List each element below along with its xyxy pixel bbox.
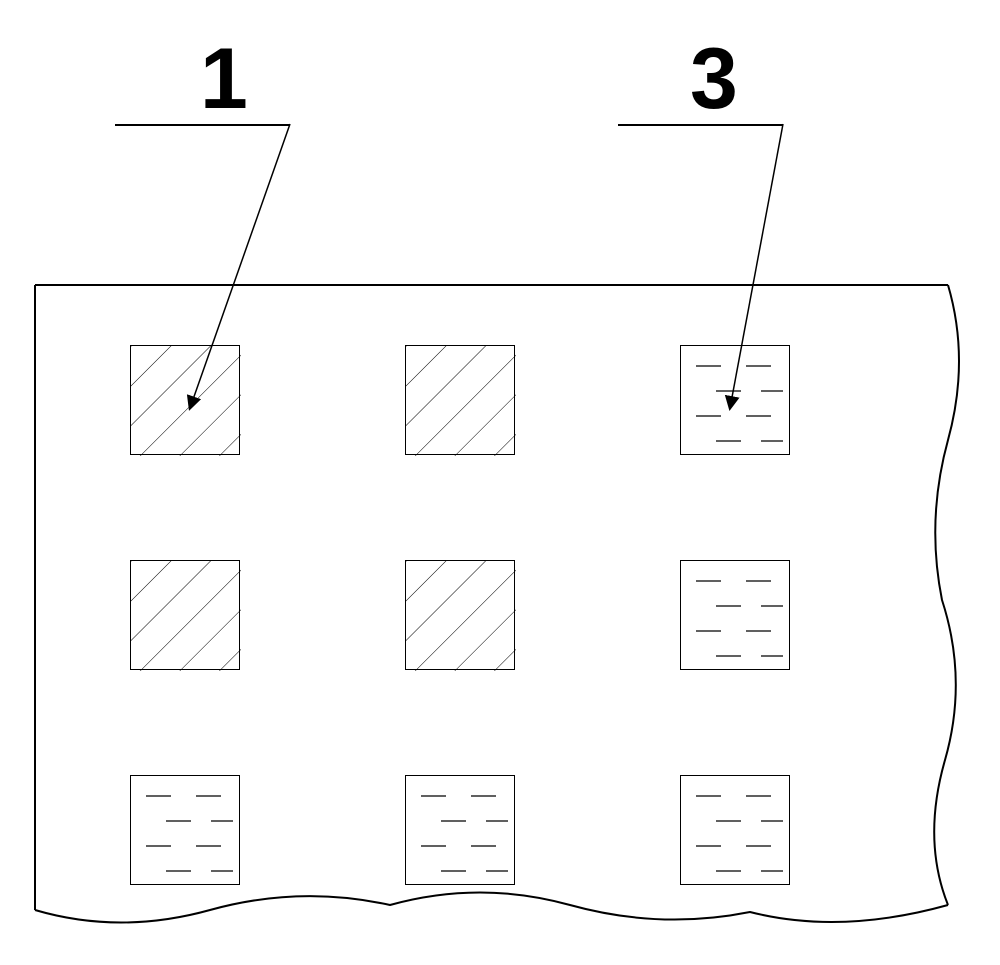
grid-cell-r0-c2 bbox=[680, 345, 790, 455]
grid-cell-r0-c1 bbox=[405, 345, 515, 455]
boundary-bottom-wavy bbox=[35, 893, 948, 923]
grid-cell-r1-c1 bbox=[405, 560, 515, 670]
grid-cell-r1-c0 bbox=[130, 560, 240, 670]
boundary-right-wavy bbox=[934, 285, 959, 905]
grid-cell-r2-c0 bbox=[130, 775, 240, 885]
grid-cell-r2-c2 bbox=[680, 775, 790, 885]
grid-cell-r0-c0 bbox=[130, 345, 240, 455]
grid-cell-r1-c2 bbox=[680, 560, 790, 670]
grid-cell-r2-c1 bbox=[405, 775, 515, 885]
